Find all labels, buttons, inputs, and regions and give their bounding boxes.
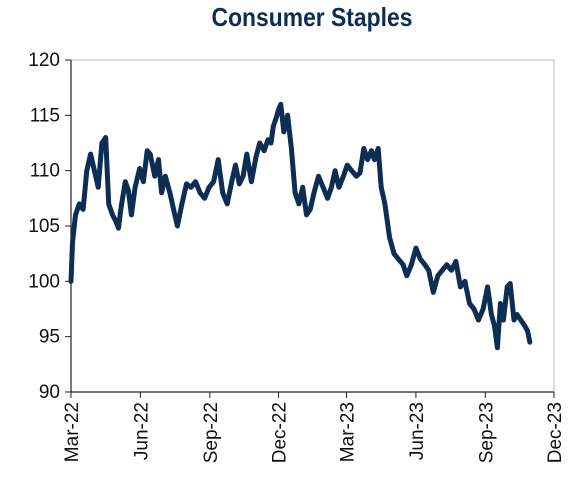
x-tick-label: Jun-23 <box>407 402 428 460</box>
y-tick-label: 115 <box>30 105 60 126</box>
x-tick-label: Sep-22 <box>201 402 222 463</box>
y-tick-label: 110 <box>30 161 60 182</box>
x-tick-label: Mar-23 <box>337 402 358 462</box>
y-tick-label: 120 <box>28 50 60 71</box>
x-tick-label: Sep-23 <box>476 402 497 463</box>
x-tick-label: Jun-22 <box>131 402 152 460</box>
x-tick-label: Dec-23 <box>545 402 566 463</box>
y-tick-label: 100 <box>28 271 60 292</box>
x-tick-label: Dec-22 <box>270 402 291 463</box>
plot-frame <box>70 59 555 393</box>
series-line <box>68 101 533 351</box>
x-tick-label: Mar-22 <box>62 402 83 462</box>
y-tick-label: 90 <box>39 382 60 403</box>
chart-title: Consumer Staples <box>211 2 413 32</box>
y-tick-label: 95 <box>39 327 60 348</box>
y-tick-label: 105 <box>28 216 60 237</box>
